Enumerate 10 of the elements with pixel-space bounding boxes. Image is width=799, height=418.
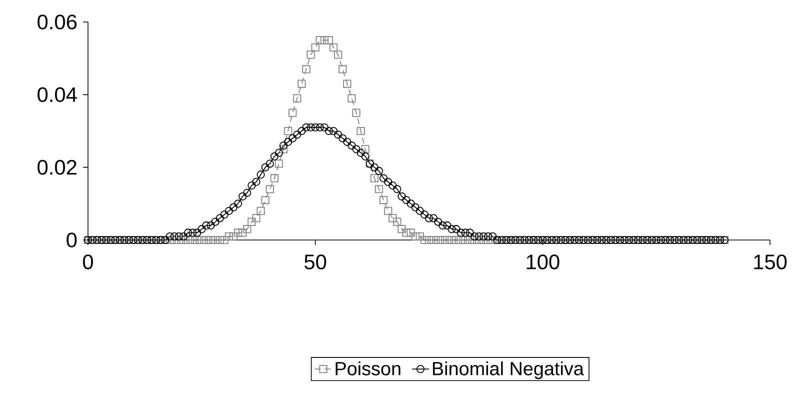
y-tick-label: 0.06 bbox=[38, 14, 77, 30]
legend-label: Poisson bbox=[336, 361, 400, 376]
x-tick-label: 150 bbox=[754, 254, 787, 270]
x-tick-label: 0 bbox=[82, 254, 93, 270]
y-tick-label: 0 bbox=[66, 232, 77, 248]
y-tick-label: 0.02 bbox=[38, 160, 76, 175]
legend-label: Binomial Negativa bbox=[432, 361, 584, 380]
x-tick-label: 100 bbox=[526, 254, 560, 270]
x-tick-label: 50 bbox=[304, 254, 326, 270]
y-tick-label: 0.04 bbox=[38, 87, 77, 102]
